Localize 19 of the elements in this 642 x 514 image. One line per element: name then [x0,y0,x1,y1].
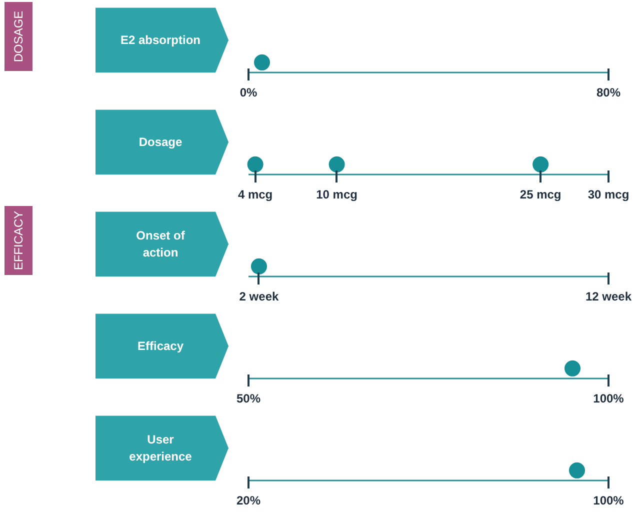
y-tick-label: Dosage [138,135,182,150]
x-tick-label: 50% [236,392,261,406]
x-tick-label: 20% [236,494,261,508]
text: EFFICACY [12,210,26,270]
y-tick-label: User experience [129,432,192,464]
x-tick-label: 100% [593,494,624,508]
y-tick-label: Onset of action [136,228,186,260]
x-tick-label: 30 mcg [588,188,630,202]
x-tick-label: 80% [596,86,621,100]
x-tick-label: 2 week [239,290,279,304]
x-tick-label: 100% [593,392,624,406]
text: DOSAGE [12,10,26,62]
x-tick-label: 0% [240,86,258,100]
x-tick-label: 10 mcg [316,188,358,202]
x-tick-label: 12 week [585,290,632,304]
y-tick-label: E2 absorption [120,33,201,48]
x-tick-label: 4 mcg [238,188,273,202]
x-tick-label: 25 mcg [520,188,562,202]
y-tick-label: Efficacy [137,339,184,354]
